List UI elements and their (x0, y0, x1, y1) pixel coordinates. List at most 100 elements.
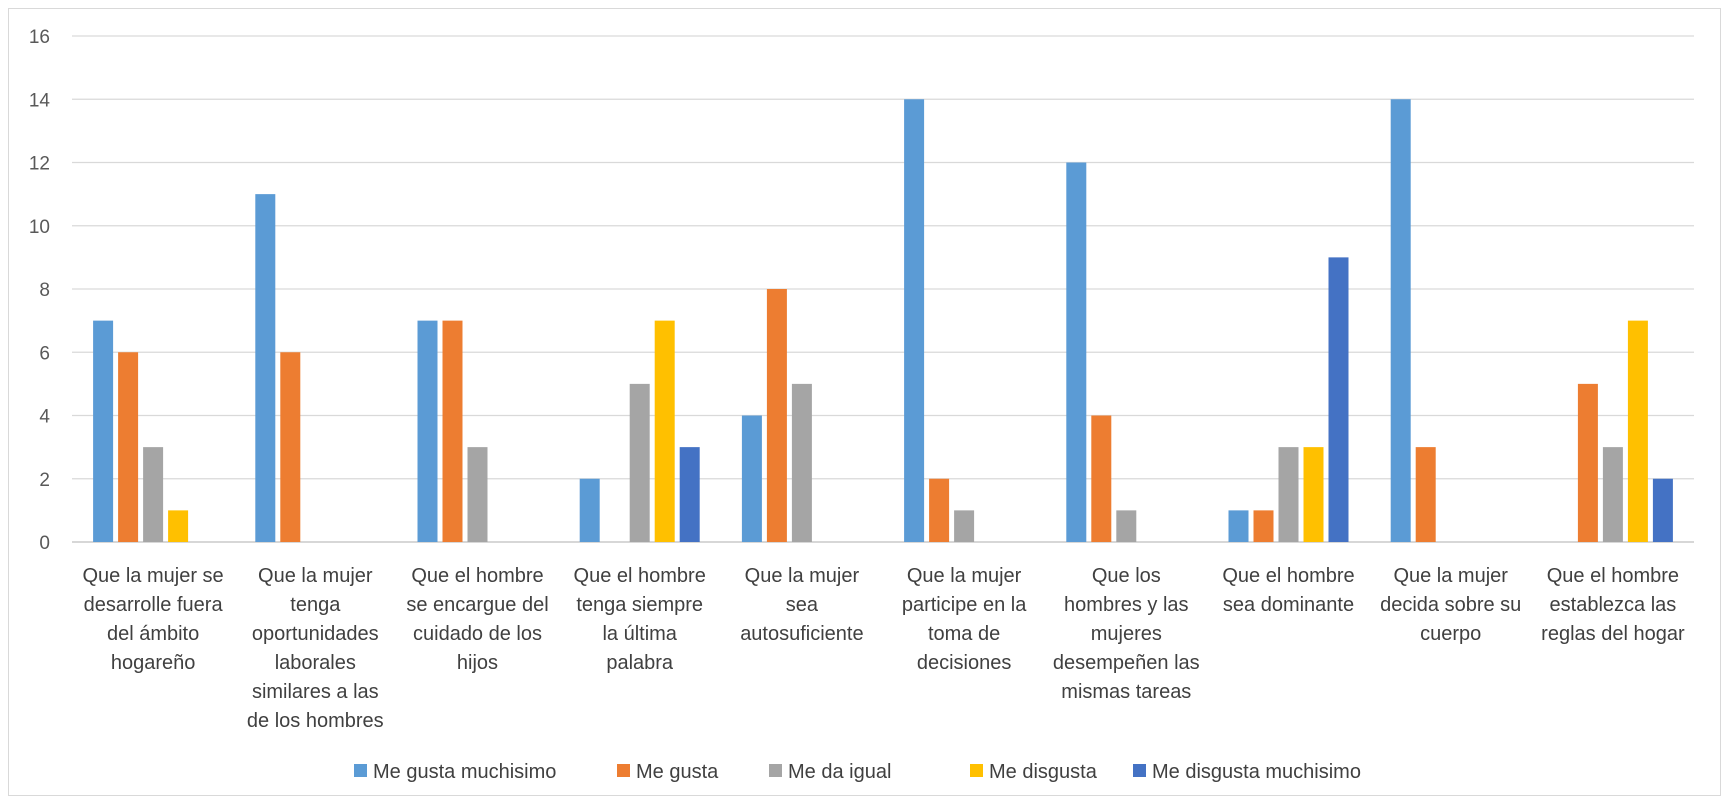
category-label-line: mujeres (1091, 623, 1162, 645)
y-tick-label: 12 (29, 154, 50, 175)
bar-me-da-igual (954, 510, 975, 542)
category-label-line: sea dominante (1223, 594, 1354, 616)
category-label-line: de los hombres (247, 710, 384, 732)
category-label-line: Que la mujer (745, 565, 860, 587)
category-label: Que el hombre sea dominante (1222, 565, 1354, 616)
bar-me-gusta (442, 320, 463, 542)
bar-me-disgusta (654, 320, 675, 542)
bar-me-gusta-muchisimo (904, 99, 925, 542)
bars (93, 99, 1673, 542)
category-label-line: participe en la (902, 594, 1027, 616)
category-label-line: se encargue del (406, 594, 548, 616)
category-label-line: cuidado de los (413, 623, 542, 645)
bar-me-da-igual (467, 447, 488, 542)
category-label: Que el hombre establezca las reglas del ho… (1541, 565, 1685, 645)
legend-swatch (970, 764, 983, 777)
bar-me-gusta (1253, 510, 1274, 542)
bar-me-da-igual (1116, 510, 1137, 542)
legend-swatch (617, 764, 630, 777)
y-tick-label: 2 (39, 470, 50, 491)
bar-me-disgusta-muchisimo (1328, 257, 1349, 542)
bar-me-gusta-muchisimo (1228, 510, 1249, 542)
category-label-line: Que la mujer (1393, 565, 1508, 587)
bar-me-gusta-muchisimo (93, 320, 114, 542)
category-label-line: hogareño (111, 652, 196, 674)
category-label: Que la mujer tenga oportunidades laborales s… (247, 565, 384, 732)
category-label-line: Que el hombre (1222, 565, 1354, 587)
category-label: Que la mujer sea autosuficiente (740, 565, 863, 645)
category-label-line: oportunidades (252, 623, 379, 645)
y-tick-label: 14 (29, 90, 51, 111)
category-label-line: Que la mujer (258, 565, 373, 587)
bar-me-disgusta-muchisimo (679, 447, 700, 542)
category-label-line: sea (786, 594, 819, 616)
category-label-line: palabra (606, 652, 674, 674)
bar-me-gusta (118, 352, 139, 542)
bar-me-da-igual (629, 383, 650, 542)
gridlines (72, 35, 1694, 543)
category-label-line: del ámbito (107, 623, 199, 645)
category-label: Que los hombres y las mujeres desempeñen la… (1053, 565, 1200, 703)
legend-label: Me disgusta (989, 761, 1098, 783)
category-label-line: similares a las (252, 681, 379, 703)
y-tick-label: 4 (39, 407, 50, 428)
category-label-line: laborales (275, 652, 356, 674)
category-label-line: Que el hombre (574, 565, 706, 587)
bar-me-disgusta (1627, 320, 1648, 542)
category-label-line: mismas tareas (1061, 681, 1191, 703)
y-tick-label: 16 (29, 27, 50, 48)
category-label-line: hombres y las (1064, 594, 1189, 616)
y-tick-label: 10 (29, 217, 50, 238)
category-label: Que el hombre se encargue del cuidado de l… (406, 565, 548, 674)
bar-me-disgusta-muchisimo (1652, 478, 1673, 542)
category-label-line: Que el hombre (411, 565, 543, 587)
bar-me-da-igual (1278, 447, 1299, 542)
legend-swatch (354, 764, 367, 777)
category-label-line: autosuficiente (740, 623, 863, 645)
bar-me-da-igual (791, 383, 812, 542)
legend-swatch (1133, 764, 1146, 777)
bar-me-da-igual (143, 447, 164, 542)
bar-me-gusta (1415, 447, 1436, 542)
bar-me-gusta-muchisimo (1390, 99, 1411, 542)
bar-me-gusta-muchisimo (255, 194, 276, 542)
bar-me-gusta-muchisimo (741, 415, 762, 542)
bar-me-gusta-muchisimo (417, 320, 438, 542)
legend-label: Me disgusta muchisimo (1152, 761, 1361, 783)
bar-me-gusta (280, 352, 301, 542)
category-label-line: desarrolle fuera (84, 594, 224, 616)
category-label: Que la mujer decida sobre su cuerpo (1380, 565, 1521, 645)
bar-me-gusta-muchisimo (579, 478, 600, 542)
category-label-line: Que los (1092, 565, 1161, 587)
bar-me-gusta (1577, 383, 1598, 542)
category-label-line: hijos (457, 652, 498, 674)
category-label-line: Que la mujer se (83, 565, 224, 587)
legend-label: Me da igual (788, 761, 891, 783)
category-label-line: decida sobre su (1380, 594, 1521, 616)
category-label: Que la mujer participe en la toma de decisi… (902, 565, 1027, 674)
legend-label: Me gusta (636, 761, 719, 783)
y-tick-label: 8 (39, 280, 50, 301)
bar-me-da-igual (1602, 447, 1623, 542)
bar-me-gusta (766, 289, 787, 542)
bar-me-gusta (1091, 415, 1112, 542)
category-label-line: tenga (290, 594, 341, 616)
bar-me-disgusta (168, 510, 189, 542)
category-label-line: Que el hombre (1547, 565, 1679, 587)
category-label-line: reglas del hogar (1541, 623, 1685, 645)
legend-label: Me gusta muchisimo (373, 761, 556, 783)
category-label-line: desempeñen las (1053, 652, 1200, 674)
category-label-line: Que la mujer (907, 565, 1022, 587)
category-label-line: tenga siempre (576, 594, 703, 616)
y-axis-ticks: 0 2 4 6 8 10 12 14 16 (29, 27, 51, 554)
bar-me-gusta (929, 478, 950, 542)
x-axis-category-labels: Que la mujer se desarrolle fuera del ámbit… (83, 565, 1685, 732)
bar-me-gusta-muchisimo (1066, 162, 1087, 542)
legend-swatch (769, 764, 782, 777)
category-label-line: decisiones (917, 652, 1012, 674)
bar-me-disgusta (1303, 447, 1324, 542)
y-tick-label: 6 (39, 343, 50, 364)
category-label-line: la última (602, 623, 677, 645)
category-label-line: cuerpo (1420, 623, 1481, 645)
